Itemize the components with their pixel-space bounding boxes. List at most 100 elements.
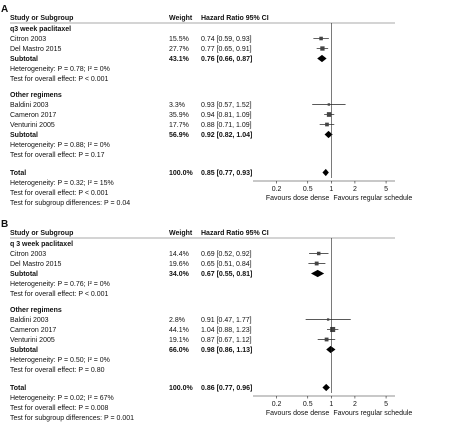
subtotal-label: Subtotal (10, 271, 38, 278)
weight-value: 34.0% (169, 271, 190, 278)
favours-left-label: Favours dose dense (266, 410, 330, 417)
weight-value: 27.7% (169, 46, 189, 53)
header-study: Study or Subgroup (10, 15, 73, 22)
stat-note: Test for subgroup differences: P = 0.001 (10, 415, 134, 422)
panel-letter: A (1, 4, 8, 15)
x-tick-label: 2 (353, 401, 357, 408)
stat-note: Test for overall effect: P < 0.001 (10, 76, 108, 83)
hr-ci-value: 0.77 [0.65, 0.91] (201, 46, 252, 53)
study-estimate-square (326, 112, 332, 117)
hr-ci-value: 0.86 [0.77, 0.96] (201, 385, 252, 392)
study-name: Citron 2003 (10, 36, 46, 43)
subtotal-diamond (326, 345, 336, 354)
weight-value: 2.8% (169, 317, 185, 324)
x-tick-label: 2 (353, 186, 357, 193)
x-tick-label: 0.2 (272, 186, 282, 193)
x-tick-label: 0.5 (303, 186, 313, 193)
subtotal-diamond (317, 54, 327, 63)
weight-value: 17.7% (169, 122, 189, 129)
x-tick-label: 5 (384, 186, 388, 193)
panel-letter: B (1, 219, 8, 230)
study-name: Del Mastro 2015 (10, 261, 61, 268)
study-name: Baldini 2003 (10, 317, 49, 324)
stat-note: Heterogeneity: P = 0.88; I² = 0% (10, 142, 110, 149)
study-estimate-square (314, 261, 319, 266)
hr-ci-value: 0.76 [0.66, 0.87] (201, 56, 252, 63)
stat-note: Heterogeneity: P = 0.02; I² = 67% (10, 395, 114, 402)
stat-note: Test for subgroup differences: P = 0.04 (10, 200, 130, 207)
favours-right-label: Favours regular schedule (333, 410, 412, 417)
stat-note: Test for overall effect: P < 0.001 (10, 291, 108, 298)
weight-value: 43.1% (169, 56, 190, 63)
stat-note: Test for overall effect: P = 0.008 (10, 405, 108, 412)
header-hazard-ratio: Hazard Ratio 95% CI (201, 230, 269, 237)
weight-value: 100.0% (169, 385, 194, 392)
header-study: Study or Subgroup (10, 230, 73, 237)
favours-right-label: Favours regular schedule (333, 195, 412, 202)
x-tick-label: 1 (329, 186, 333, 193)
study-estimate-square (330, 326, 336, 333)
hr-ci-value: 0.67 [0.55, 0.81] (201, 271, 252, 278)
stat-note: Heterogeneity: P = 0.50; I² = 0% (10, 357, 110, 364)
weight-value: 15.5% (169, 36, 189, 43)
weight-value: 19.6% (169, 261, 189, 268)
hr-ci-value: 0.69 [0.52, 0.92] (201, 251, 252, 258)
weight-value: 14.4% (169, 251, 189, 258)
hr-ci-value: 0.98 [0.86, 1.13] (201, 347, 252, 354)
stat-note: Heterogeneity: P = 0.78; I² = 0% (10, 66, 110, 73)
total-label: Total (10, 385, 26, 392)
hr-ci-value: 0.92 [0.82, 1.04] (201, 132, 252, 139)
x-tick-label: 5 (384, 401, 388, 408)
subgroup-heading: Other regimens (10, 307, 62, 314)
weight-value: 66.0% (169, 347, 190, 354)
hr-ci-value: 0.85 [0.77, 0.93] (201, 170, 252, 177)
subtotal-diamond (324, 130, 333, 139)
study-estimate-square (325, 122, 329, 127)
stat-note: Test for overall effect: P = 0.17 (10, 152, 105, 159)
total-label: Total (10, 170, 26, 177)
study-estimate-square (320, 46, 325, 51)
total-diamond (322, 383, 330, 392)
study-name: Venturini 2005 (10, 337, 55, 344)
hr-ci-value: 0.65 [0.51, 0.84] (201, 261, 252, 268)
subgroup-heading: q 3 week paclitaxel (10, 241, 73, 248)
weight-value: 3.3% (169, 102, 185, 109)
x-tick-label: 0.5 (303, 401, 313, 408)
weight-value: 56.9% (169, 132, 190, 139)
study-name: Del Mastro 2015 (10, 46, 61, 53)
subtotal-diamond (310, 269, 325, 278)
subtotal-label: Subtotal (10, 347, 38, 354)
study-name: Citron 2003 (10, 251, 46, 258)
hr-ci-value: 0.87 [0.67, 1.12] (201, 337, 252, 344)
stat-note: Heterogeneity: P = 0.76; I² = 0% (10, 281, 110, 288)
subgroup-heading: q3 week paclitaxel (10, 26, 71, 33)
study-name: Cameron 2017 (10, 327, 56, 334)
x-tick-label: 0.2 (272, 401, 282, 408)
hr-ci-value: 0.91 [0.47, 1.77] (201, 317, 252, 324)
weight-value: 100.0% (169, 170, 194, 177)
study-estimate-square (316, 251, 321, 256)
subtotal-label: Subtotal (10, 56, 38, 63)
study-name: Cameron 2017 (10, 112, 56, 119)
weight-value: 44.1% (169, 327, 189, 334)
hr-ci-value: 0.94 [0.81, 1.09] (201, 112, 252, 119)
total-diamond (322, 168, 329, 177)
stat-note: Heterogeneity: P = 0.32; I² = 15% (10, 180, 114, 187)
study-estimate-square (319, 36, 323, 41)
weight-value: 35.9% (169, 112, 189, 119)
header-weight: Weight (169, 15, 193, 22)
hr-ci-value: 0.93 [0.57, 1.52] (201, 102, 252, 109)
favours-left-label: Favours dose dense (266, 195, 330, 202)
hr-ci-value: 0.74 [0.59, 0.93] (201, 36, 252, 43)
subtotal-label: Subtotal (10, 132, 38, 139)
header-hazard-ratio: Hazard Ratio 95% CI (201, 15, 269, 22)
stat-note: Test for overall effect: P = 0.80 (10, 367, 105, 374)
study-estimate-square (324, 337, 329, 342)
x-tick-label: 1 (329, 401, 333, 408)
study-name: Venturini 2005 (10, 122, 55, 129)
subgroup-heading: Other regimens (10, 92, 62, 99)
hr-ci-value: 0.88 [0.71, 1.09] (201, 122, 252, 129)
